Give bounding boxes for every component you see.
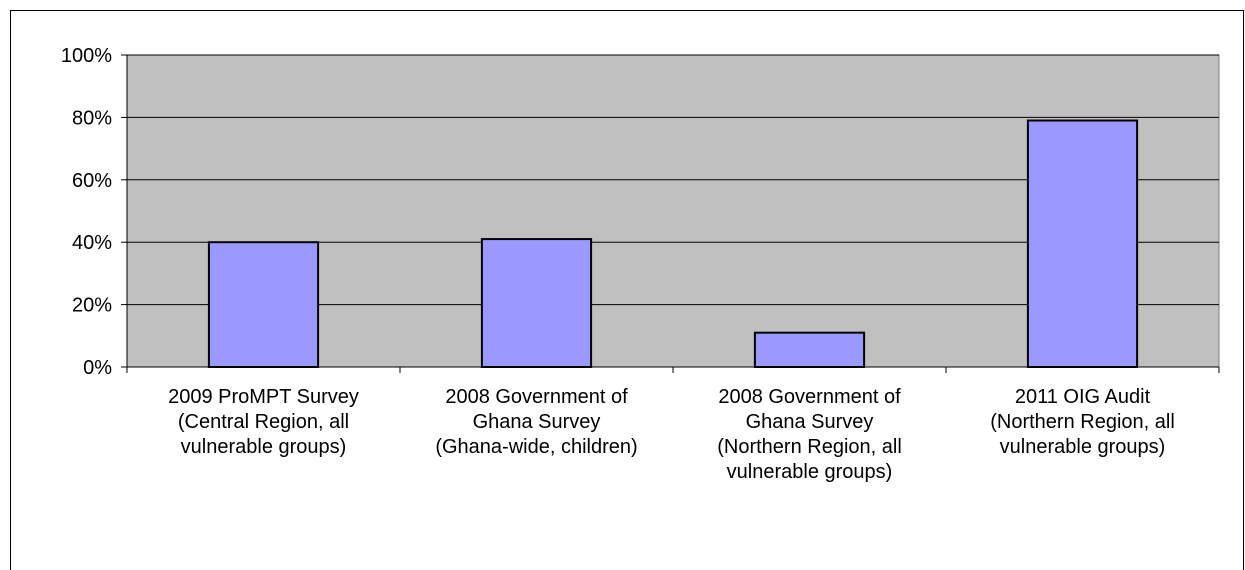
x-category-label-line: (Central Region, all [178, 411, 349, 433]
x-category-label: 2011 OIG Audit (Northern Region, all vulne… [990, 386, 1175, 458]
bar [753, 331, 866, 368]
y-tick-label: 20% [72, 295, 112, 317]
x-category-label-line: 2009 ProMPT Survey [168, 386, 359, 408]
x-category-label: 2009 ProMPT Survey (Central Region, all vu… [168, 386, 359, 458]
x-category-label: 2008 Government of Ghana Survey (Ghana-wid… [435, 386, 637, 458]
x-category-label-line: Ghana Survey [473, 411, 601, 433]
x-category-label-line: (Ghana-wide, children) [435, 436, 637, 458]
x-category-label-line: 2011 OIG Audit [1015, 386, 1151, 408]
x-category-label-line: Ghana Survey [746, 411, 874, 433]
y-axis-ticks: 0% 20% 40% 60% 80% 100% [61, 45, 127, 379]
bar [1026, 119, 1139, 368]
x-category-label-line: (Northern Region, all [990, 411, 1175, 433]
x-axis-labels: 2009 ProMPT Survey (Central Region, all vu… [168, 386, 1175, 483]
axes [126, 55, 1220, 373]
y-tick-label: 100% [61, 45, 112, 67]
y-tick-label: 60% [72, 170, 112, 192]
bar-chart: 0% 20% 40% 60% 80% 100% 2009 ProMPT Survey (Ce… [61, 45, 1220, 483]
x-category-label-line: vulnerable groups) [727, 461, 893, 483]
x-category-label-line: 2008 Government of [445, 386, 628, 408]
x-category-label-line: (Northern Region, all [717, 436, 902, 458]
y-tick-label: 0% [83, 357, 112, 379]
bars [207, 119, 1139, 368]
x-category-label-line: vulnerable groups) [1000, 436, 1166, 458]
bar [480, 238, 593, 368]
x-category-label-line: vulnerable groups) [181, 436, 347, 458]
x-category-label-line: 2008 Government of [718, 386, 901, 408]
bar [207, 241, 320, 368]
x-category-label: 2008 Government of Ghana Survey (Northern … [717, 386, 902, 483]
y-tick-label: 40% [72, 232, 112, 254]
y-tick-label: 80% [72, 107, 112, 129]
chart-frame [10, 10, 1244, 570]
